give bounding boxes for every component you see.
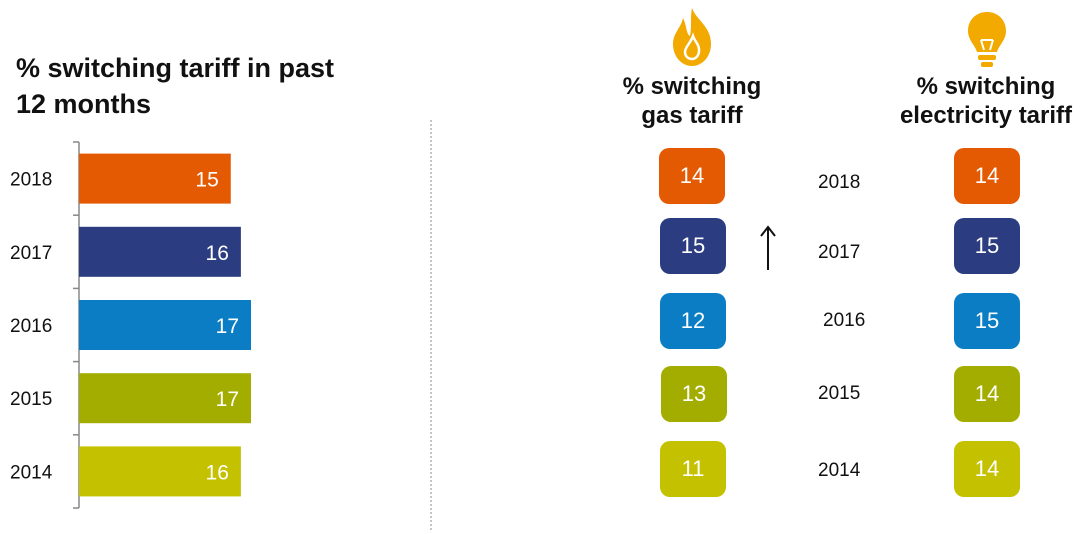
bar (79, 446, 241, 497)
bar (79, 300, 251, 350)
year-label: 2016 (823, 310, 866, 331)
electricity-value-tile: 14 (954, 441, 1020, 497)
bar-value-label: 15 (195, 169, 218, 192)
year-label: 2018 (818, 172, 861, 193)
bar (79, 226, 241, 277)
bar (79, 153, 231, 204)
category-label: 2018 (10, 170, 52, 191)
divider (430, 120, 432, 530)
category-label: 2014 (10, 462, 53, 483)
electricity-value-tile: 15 (954, 293, 1020, 349)
gas-header: % switching gas tariff (622, 73, 762, 129)
gas-value-tile: 11 (660, 441, 726, 497)
category-label: 2015 (10, 389, 52, 410)
flame-icon (673, 8, 711, 66)
gas-value-tile: 14 (659, 148, 725, 204)
gas-value-tile: 13 (661, 366, 727, 422)
electricity-header: % switching electricity tariff (899, 73, 1073, 129)
electricity-value-tile: 15 (954, 218, 1020, 274)
category-label: 2017 (10, 243, 52, 264)
bar (79, 373, 251, 424)
bar-value-label: 17 (216, 315, 239, 338)
bar-chart: 2018 15 2017 16 2016 17 2015 17 2014 16 (10, 141, 251, 509)
chart-title: % switching tariff in past 12 months (16, 53, 335, 119)
bar-value-label: 17 (216, 388, 239, 411)
bar-value-label: 16 (206, 242, 229, 265)
category-label: 2016 (10, 316, 52, 337)
up-arrow-icon (760, 225, 776, 270)
year-label: 2017 (818, 242, 861, 263)
electricity-value-tile: 14 (954, 366, 1020, 422)
electricity-value-tile: 14 (954, 148, 1020, 204)
gas-value-tile: 12 (660, 293, 726, 349)
year-label: 2014 (818, 460, 861, 481)
lightbulb-icon (968, 12, 1006, 67)
gas-value-tile: 15 (660, 218, 726, 274)
bar-value-label: 16 (206, 461, 229, 484)
year-label: 2015 (818, 383, 861, 404)
